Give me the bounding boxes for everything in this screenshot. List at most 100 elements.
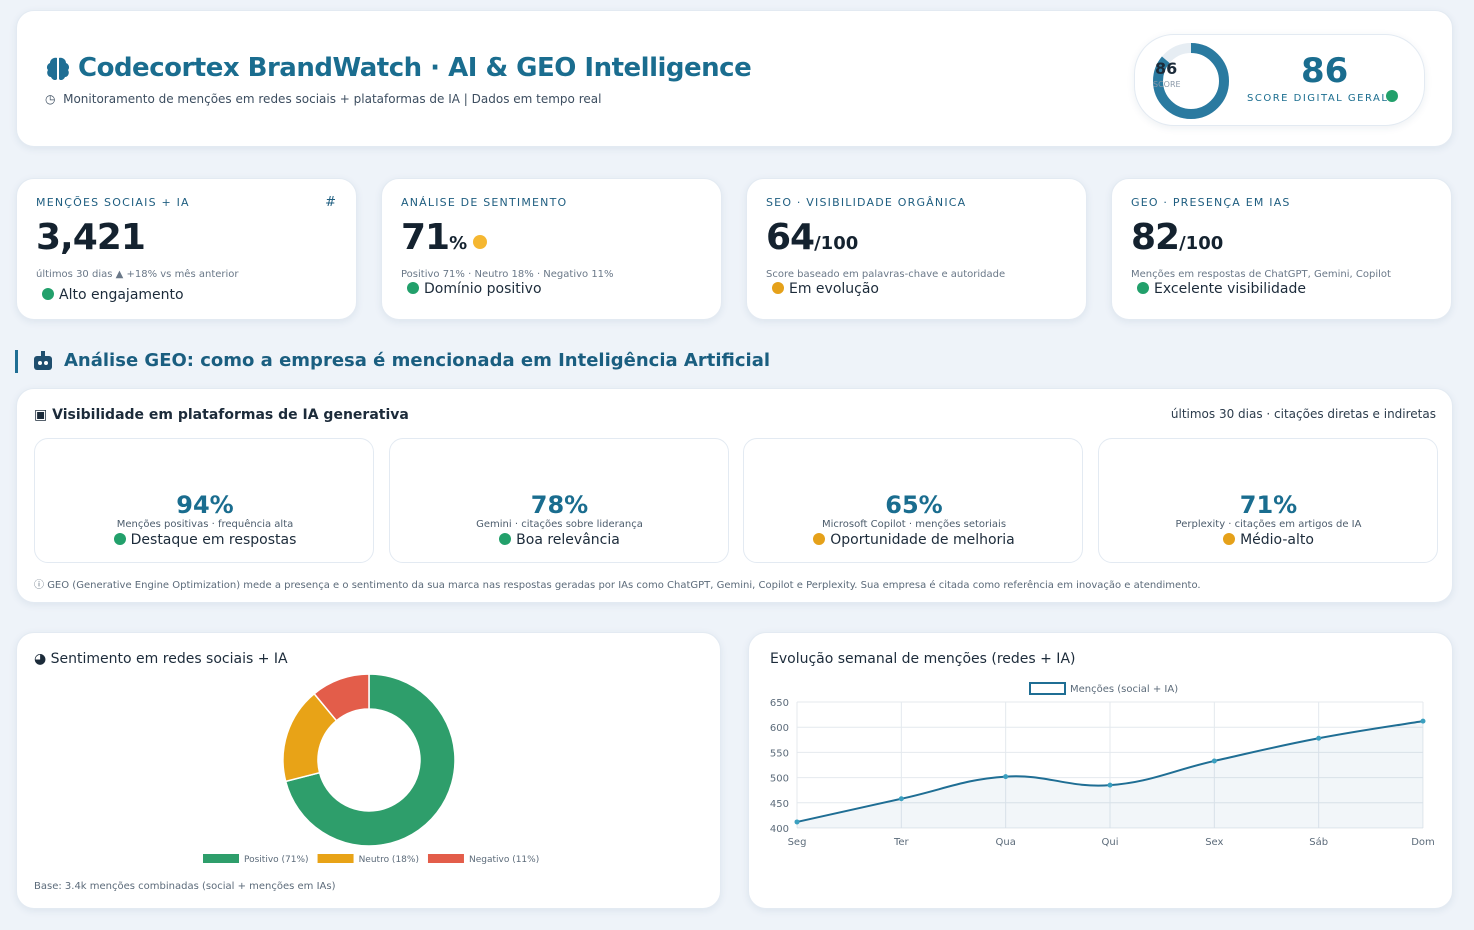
platform-description: Menções positivas · frequência alta xyxy=(116,519,294,530)
kpi-value-row: 71% xyxy=(401,217,488,258)
line-point xyxy=(1316,735,1322,741)
kpi-card: GEO · PRESENÇA EM IAS 82/100 Menções em re… xyxy=(1111,178,1452,320)
kpi-label: SEO · VISIBILIDADE ORGÂNICA xyxy=(766,196,967,209)
donut-slice xyxy=(313,673,370,722)
sentiment-footnote: Base: 3.4k menções combinadas (social + … xyxy=(34,881,336,892)
emoji xyxy=(473,235,488,249)
legend-swatch xyxy=(317,854,354,863)
legend-swatch xyxy=(1029,682,1066,695)
legend-label: Negativo (11%) xyxy=(469,855,539,865)
kpi-card: SEO · VISIBILIDADE ORGÂNICA 64/100 Score b… xyxy=(746,178,1087,320)
ring-arc xyxy=(1153,43,1229,119)
legend-label: Neutro (18%) xyxy=(359,855,419,865)
kpi-value: 71 xyxy=(401,217,450,258)
kpi-value: 82 xyxy=(1131,217,1180,258)
status-dot xyxy=(1137,282,1149,294)
status-dot xyxy=(499,533,512,545)
line-point xyxy=(1003,774,1009,780)
y-tick-label: 650 xyxy=(770,698,789,709)
x-tick-label: Qui xyxy=(1102,837,1119,848)
platform-status-row: Médio-alto xyxy=(1099,532,1439,548)
status-dot xyxy=(42,288,54,300)
robot-icon xyxy=(34,351,52,370)
platform-card: 65% Microsoft Copilot · menções setoriais… xyxy=(743,438,1083,563)
platform-description: Gemini · citações sobre liderança xyxy=(476,519,643,530)
legend-label: Menções (social + IA) xyxy=(1070,684,1178,695)
title: Codecortex BrandWatch · AI & GEO Intelli… xyxy=(78,53,752,83)
platform-value: 71% xyxy=(1239,491,1298,519)
donut-slice xyxy=(284,673,456,847)
score-caption: SCORE DIGITAL GERAL xyxy=(1247,93,1389,104)
weekly-chart: 400 450 500 550 600 650 Seg Ter Qua Qui Sex Sáb Dom M… xyxy=(770,682,1435,848)
kpi-unit: /100 xyxy=(814,233,859,254)
score-value: 86 xyxy=(1301,51,1349,91)
legend-swatch xyxy=(427,854,464,863)
kpi-value: 64 xyxy=(766,217,815,258)
score-tag: SCORE xyxy=(1153,80,1181,89)
kpi-status-row: Em evolução xyxy=(772,281,879,297)
kpi-status-row: Domínio positivo xyxy=(407,281,542,297)
kpi-status-row: Alto engajamento xyxy=(42,287,184,303)
kpi-note: Menções em respostas de ChatGPT, Gemini,… xyxy=(1131,269,1391,280)
x-tick-label: Ter xyxy=(893,837,910,848)
sentiment-title-row: ◕ Sentimento em redes sociais + IA xyxy=(34,651,288,667)
kpi-note: últimos 30 dias ▲ +18% vs mês anterior xyxy=(36,269,239,280)
status-dot xyxy=(407,282,419,294)
weekly-title: Evolução semanal de menções (redes + IA) xyxy=(770,651,1076,667)
platform-status: Boa relevância xyxy=(516,532,620,548)
geo-panel-title: ▣ Visibilidade em plataformas de IA gene… xyxy=(34,407,409,423)
kpi-value-row: 3,421 xyxy=(36,217,146,258)
section-title: Análise GEO: como a empresa é mencionada… xyxy=(64,350,771,371)
y-tick-label: 500 xyxy=(770,774,789,785)
line-point xyxy=(794,819,800,825)
sentiment-title: Sentimento em redes sociais + IA xyxy=(50,651,288,667)
platform-status-row: Oportunidade de melhoria xyxy=(744,532,1084,548)
subtitle-row: ◷ Monitoramento de menções em redes soci… xyxy=(45,92,602,106)
kpi-unit: /100 xyxy=(1179,233,1224,254)
platform-description: Perplexity · citações em artigos de IA xyxy=(1175,519,1362,530)
status-dot xyxy=(772,282,784,294)
brain-icon xyxy=(46,57,70,81)
geo-footnote-row: ⓘ GEO (Generative Engine Optimization) m… xyxy=(34,580,1201,591)
line-point xyxy=(898,796,904,802)
sentiment-chart: Positivo (71%) Neutro (18%) Negativo (11%) xyxy=(203,673,539,865)
status-dot xyxy=(813,533,826,545)
platform-status: Destaque em respostas xyxy=(130,532,297,548)
platform-value: 78% xyxy=(530,491,589,519)
y-tick-label: 600 xyxy=(770,723,789,734)
legend-label: Positivo (71%) xyxy=(244,855,309,865)
score-ring-value: 86 xyxy=(1155,59,1178,78)
line-area xyxy=(797,721,1423,828)
kpi-status: Em evolução xyxy=(789,281,880,297)
platform-status-row: Boa relevância xyxy=(390,532,730,548)
kpi-label: MENÇÕES SOCIAIS + IA xyxy=(36,196,190,209)
kpi-status: Excelente visibilidade xyxy=(1154,281,1307,297)
platform-status: Médio-alto xyxy=(1240,532,1314,548)
kpi-value-row: 82/100 xyxy=(1131,217,1223,258)
platform-description: Microsoft Copilot · menções setoriais xyxy=(821,519,1007,530)
platform-card: 94% Menções positivas · frequência alta De… xyxy=(34,438,374,563)
kpi-note: Positivo 71% · Neutro 18% · Negativo 11% xyxy=(401,269,614,280)
status-dot xyxy=(1223,533,1236,545)
x-tick-label: Sáb xyxy=(1309,836,1328,848)
y-tick-label: 550 xyxy=(770,748,789,759)
geo-footnote: GEO (Generative Engine Optimization) med… xyxy=(47,580,1201,591)
panel-title: Visibilidade em plataformas de IA genera… xyxy=(52,407,409,423)
platform-status: Oportunidade de melhoria xyxy=(830,532,1015,548)
platform-value: 65% xyxy=(885,491,943,519)
platform-card: 71% Perplexity · citações em artigos de I… xyxy=(1097,438,1439,563)
kpi-label: GEO · PRESENÇA EM IAS xyxy=(1131,196,1291,209)
platform-card: 78% Gemini · citações sobre liderança Boa … xyxy=(388,438,730,563)
kpi-note: Score baseado em palavras-chave e autori… xyxy=(766,269,1006,280)
platform-status-row: Destaque em respostas xyxy=(35,532,375,548)
score-ring xyxy=(1153,43,1229,119)
kpi-label: ANÁLISE DE SENTIMENTO xyxy=(401,196,568,209)
kpi-value-row: 64/100 xyxy=(766,217,858,258)
weekly-card: Evolução semanal de menções (redes + IA)… xyxy=(748,632,1453,909)
x-tick-label: Qua xyxy=(995,837,1015,848)
geo-panel: ▣ Visibilidade em plataformas de IA gene… xyxy=(16,388,1453,603)
score-dot xyxy=(1386,90,1398,102)
line-point xyxy=(1420,718,1426,724)
x-tick-label: Dom xyxy=(1411,837,1435,848)
